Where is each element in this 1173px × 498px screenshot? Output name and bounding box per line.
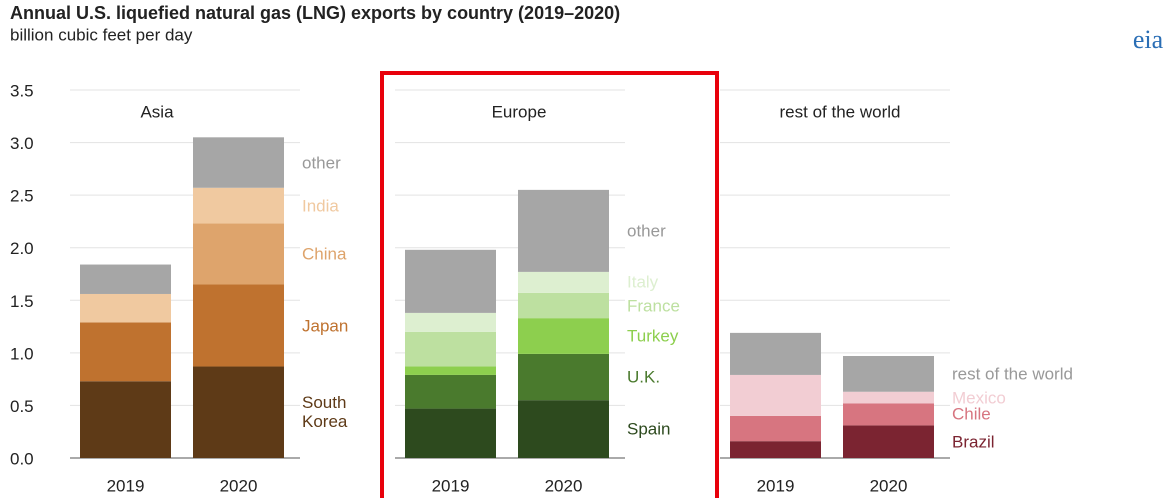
bar-segment bbox=[405, 408, 496, 458]
bar-segment bbox=[80, 293, 171, 323]
y-tick-label: 2.5 bbox=[10, 187, 34, 206]
bar-segment bbox=[405, 366, 496, 375]
series-label: China bbox=[302, 244, 347, 264]
bar-segment bbox=[193, 366, 284, 458]
series-label: Brazil bbox=[952, 432, 995, 452]
bar-segment bbox=[730, 332, 821, 375]
bar-segment bbox=[730, 374, 821, 416]
series-label: other bbox=[302, 153, 341, 173]
y-tick-label: 0.5 bbox=[10, 397, 34, 416]
x-tick-label: 2019 bbox=[432, 476, 470, 495]
x-tick-label: 2019 bbox=[107, 476, 145, 495]
bar-segment bbox=[193, 284, 284, 367]
x-tick-label: 2020 bbox=[545, 476, 583, 495]
chart-subtitle: billion cubic feet per day bbox=[10, 25, 193, 44]
series-label: U.K. bbox=[627, 367, 661, 387]
series-label: Mexico bbox=[952, 388, 1006, 408]
bar-segment bbox=[843, 403, 934, 426]
series-label: South Korea bbox=[302, 393, 348, 432]
series-label: India bbox=[302, 196, 339, 216]
series-label: rest of the world bbox=[952, 364, 1073, 384]
y-tick-label: 2.0 bbox=[10, 239, 34, 258]
bar-segment bbox=[405, 374, 496, 409]
panel-title: Asia bbox=[140, 102, 174, 121]
bar-segment bbox=[405, 312, 496, 332]
bar-segment bbox=[80, 322, 171, 382]
bar-segment bbox=[193, 137, 284, 188]
bar-segment bbox=[518, 271, 609, 293]
x-tick-label: 2020 bbox=[220, 476, 258, 495]
series-label: Italy bbox=[627, 272, 659, 292]
series-label: Spain bbox=[627, 419, 671, 439]
series-label: Japan bbox=[302, 316, 349, 336]
y-tick-label: 3.5 bbox=[10, 81, 34, 100]
chart-title: Annual U.S. liquefied natural gas (LNG) … bbox=[10, 3, 620, 23]
y-tick-label: 0.0 bbox=[10, 449, 34, 468]
bar-segment bbox=[518, 189, 609, 272]
series-label: France bbox=[627, 296, 680, 316]
highlight-box bbox=[380, 71, 719, 498]
logo: eia bbox=[1133, 25, 1164, 54]
y-tick-label: 1.0 bbox=[10, 344, 34, 363]
bar-segment bbox=[518, 353, 609, 401]
x-tick-label: 2020 bbox=[870, 476, 908, 495]
panel-title: Europe bbox=[492, 102, 547, 121]
series-label: Turkey bbox=[627, 326, 679, 346]
bar-segment bbox=[193, 223, 284, 285]
y-tick-label: 3.0 bbox=[10, 134, 34, 153]
x-tick-label: 2019 bbox=[757, 476, 795, 495]
bar-segment bbox=[843, 391, 934, 404]
bar-segment bbox=[730, 441, 821, 458]
bar-segment bbox=[405, 249, 496, 313]
y-tick-label: 1.5 bbox=[10, 292, 34, 311]
series-label: Chile bbox=[952, 404, 991, 424]
series-label: other bbox=[627, 221, 666, 241]
bar-segment bbox=[730, 415, 821, 442]
bar-segment bbox=[405, 331, 496, 367]
bar-segment bbox=[843, 425, 934, 458]
bar-segment bbox=[193, 187, 284, 224]
bar-segment bbox=[518, 318, 609, 354]
bar-segment bbox=[518, 292, 609, 319]
bar-segment bbox=[843, 356, 934, 392]
bar-segment bbox=[80, 264, 171, 294]
bar-segment bbox=[518, 400, 609, 458]
panel-title: rest of the world bbox=[780, 102, 901, 121]
bar-segment bbox=[80, 381, 171, 458]
